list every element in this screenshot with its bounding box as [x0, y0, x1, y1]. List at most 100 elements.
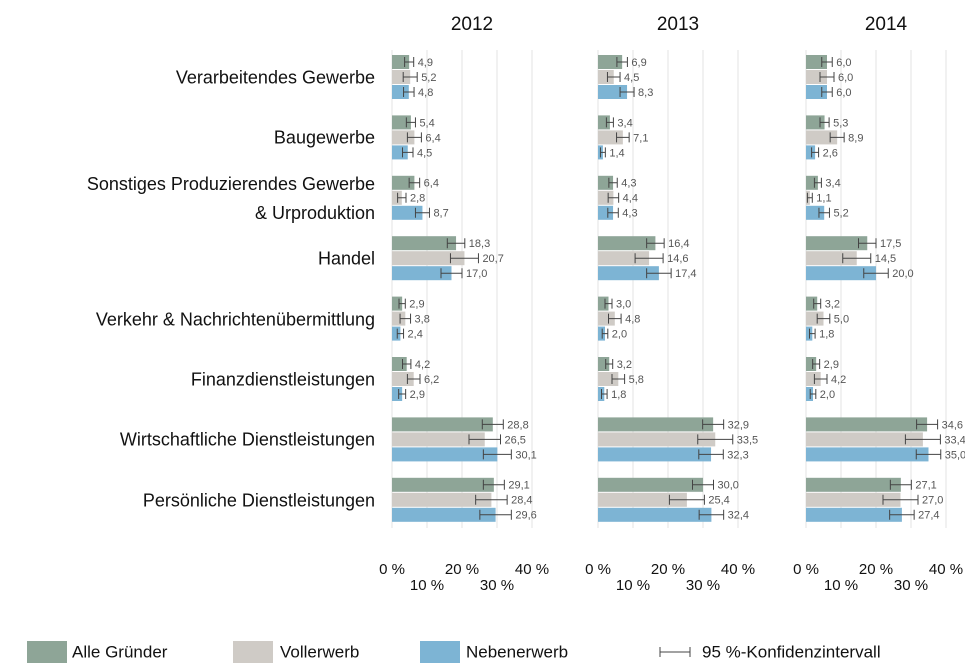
bar	[806, 296, 818, 311]
error-bar	[446, 238, 466, 249]
error-bar	[698, 509, 725, 520]
error-bar	[916, 419, 939, 430]
value-label: 6,0	[836, 87, 851, 99]
value-label: 1,8	[611, 389, 626, 401]
error-bar	[697, 434, 734, 445]
error-bar	[646, 268, 672, 279]
x-tick-label: 20 %	[445, 561, 479, 578]
error-bar	[818, 207, 830, 218]
bar	[806, 447, 929, 462]
error-bar	[481, 419, 504, 430]
value-label: 5,4	[419, 117, 434, 129]
value-label: 7,1	[633, 132, 648, 144]
value-label: 2,8	[410, 193, 425, 205]
bar	[392, 70, 411, 84]
error-bar	[819, 72, 835, 82]
error-bar	[399, 313, 412, 324]
category-label: Verarbeitendes Gewerbe	[175, 67, 375, 88]
value-label: 1,8	[819, 329, 834, 341]
error-bar	[398, 389, 407, 399]
error-bar	[619, 87, 635, 97]
error-bar	[616, 57, 628, 67]
bar	[598, 236, 656, 251]
category-label: Persönliche Dienstleistungen	[142, 490, 375, 511]
value-label: 6,4	[424, 178, 439, 190]
error-bar	[402, 147, 414, 158]
error-bar	[405, 117, 416, 128]
value-label: 2,9	[824, 359, 839, 371]
value-label: 3,0	[616, 299, 631, 311]
value-label: 25,4	[708, 495, 729, 507]
bar	[806, 477, 901, 492]
x-tick-label: 0 %	[585, 561, 611, 578]
error-bar	[811, 147, 820, 158]
x-tick-label: 20 %	[859, 561, 893, 578]
value-label: 2,9	[409, 299, 424, 311]
bar	[392, 357, 407, 371]
value-label: 5,3	[833, 117, 848, 129]
error-bar	[821, 57, 833, 67]
error-bar	[821, 87, 833, 97]
category-label: Baugewerbe	[273, 127, 375, 148]
bar	[392, 432, 485, 447]
value-label: 4,3	[622, 208, 637, 220]
category-label: Finanzdienstleistungen	[190, 369, 375, 390]
error-bar	[604, 298, 613, 309]
value-label: 6,4	[425, 132, 440, 144]
value-label: 4,2	[831, 374, 846, 386]
bar	[598, 251, 650, 266]
bar	[598, 205, 614, 220]
bar	[392, 205, 423, 220]
error-bar	[605, 359, 614, 369]
value-label: 32,9	[728, 419, 749, 431]
bar	[392, 447, 498, 462]
bar	[392, 130, 415, 145]
value-label: 33,5	[737, 434, 758, 446]
error-bar	[475, 494, 508, 505]
value-label: 6,0	[836, 57, 851, 69]
value-label: 17,4	[675, 268, 696, 280]
value-label: 32,3	[727, 449, 748, 461]
bar	[392, 387, 403, 401]
bar	[392, 492, 492, 507]
bar	[392, 507, 496, 522]
x-tick-label: 0 %	[379, 561, 405, 578]
bar	[806, 145, 816, 160]
x-tick-label: 0 %	[793, 561, 819, 578]
value-label: 1,1	[816, 193, 831, 205]
bar	[806, 130, 838, 145]
error-bar	[813, 177, 822, 188]
value-label: 14,6	[667, 253, 688, 265]
value-label: 34,6	[942, 419, 963, 431]
category-label: Handel	[317, 248, 375, 269]
value-label: 6,2	[424, 374, 439, 386]
bar	[598, 477, 703, 492]
bar	[806, 175, 818, 190]
bar	[392, 296, 403, 311]
error-bar	[915, 449, 942, 460]
value-label: 33,4	[944, 434, 965, 446]
error-bar	[889, 509, 915, 520]
error-bar	[646, 238, 665, 249]
value-label: 8,3	[638, 87, 653, 99]
value-label: 20,0	[892, 268, 913, 280]
value-label: 5,2	[421, 72, 436, 84]
value-label: 32,4	[728, 510, 749, 522]
bar	[598, 296, 609, 311]
bar	[806, 70, 827, 84]
bar	[806, 432, 923, 447]
value-label: 35,0	[945, 449, 965, 461]
error-bar	[606, 72, 621, 82]
error-bar	[809, 328, 816, 339]
panel-title: 2013	[657, 14, 699, 35]
bar	[598, 447, 712, 462]
error-bar	[479, 509, 512, 520]
error-bar	[692, 479, 714, 490]
error-bar	[398, 298, 406, 309]
bar	[806, 372, 821, 386]
bar	[806, 266, 876, 281]
error-bar	[414, 207, 430, 218]
error-bar	[819, 117, 830, 128]
value-label: 5,0	[834, 314, 849, 326]
